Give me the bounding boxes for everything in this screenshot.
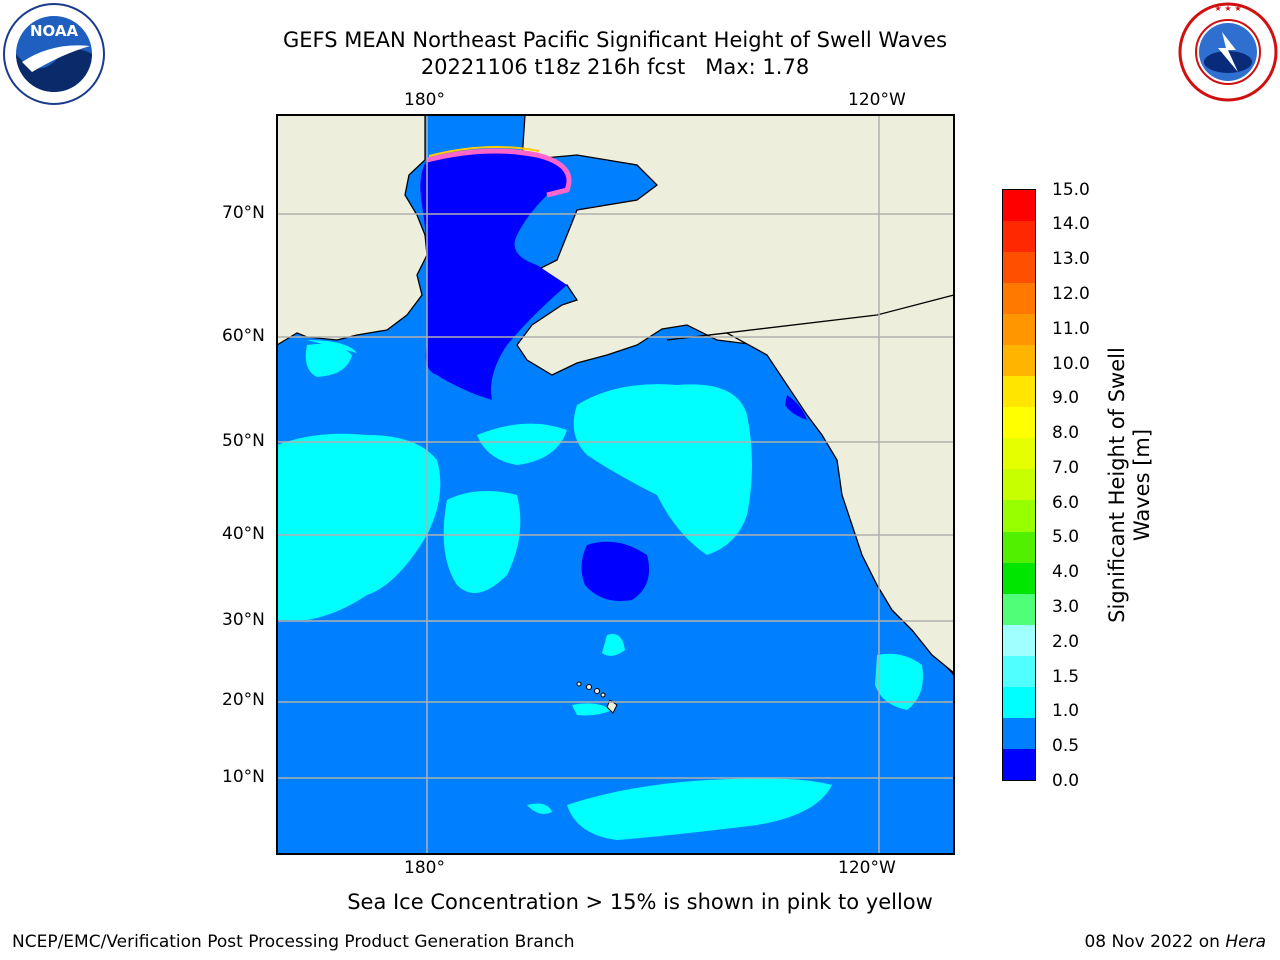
lat-label-20n: 20°N bbox=[222, 690, 265, 710]
lon-label-bottom-180: 180° bbox=[404, 858, 445, 878]
colorbar-label-line-2: Waves [m] bbox=[1130, 428, 1154, 542]
colorbar-segment bbox=[1003, 748, 1035, 780]
colorbar-tick: 13.0 bbox=[1052, 249, 1090, 269]
colorbar bbox=[1002, 189, 1036, 781]
colorbar-segment bbox=[1003, 531, 1035, 563]
colorbar-segment bbox=[1003, 314, 1035, 346]
footer-date-text: 08 Nov 2022 on bbox=[1084, 932, 1220, 952]
colorbar-segment bbox=[1003, 407, 1035, 439]
lat-label-40n: 40°N bbox=[222, 524, 265, 544]
dark-blue-patch bbox=[581, 541, 650, 601]
colorbar-tick: 3.0 bbox=[1052, 597, 1080, 617]
colorbar-segment bbox=[1003, 500, 1035, 532]
colorbar-tick: 11.0 bbox=[1052, 319, 1090, 339]
forecast-label: 20221106 t18z 216h fcst bbox=[420, 55, 686, 79]
noaa-logo: NOAA bbox=[3, 3, 105, 105]
colorbar-tick: 5.0 bbox=[1052, 527, 1080, 547]
title-line-1: GEFS MEAN Northeast Pacific Significant … bbox=[282, 28, 948, 52]
colorbar-segment bbox=[1003, 469, 1035, 501]
lon-label-top-180: 180° bbox=[404, 90, 445, 110]
colorbar-segment bbox=[1003, 376, 1035, 408]
colorbar-segment bbox=[1003, 190, 1035, 222]
colorbar-tick: 1.0 bbox=[1052, 701, 1080, 721]
title-line-2: 20221106 t18z 216h fcst Max: 1.78 bbox=[0, 55, 1230, 80]
colorbar-segment bbox=[1003, 717, 1035, 749]
colorbar-segment bbox=[1003, 655, 1035, 687]
colorbar-tick: 8.0 bbox=[1052, 423, 1080, 443]
cyan-patches bbox=[277, 340, 923, 840]
colorbar-tick: 2.0 bbox=[1052, 632, 1080, 652]
colorbar-tick: 4.0 bbox=[1052, 562, 1080, 582]
colorbar-segment bbox=[1003, 221, 1035, 253]
colorbar-segment bbox=[1003, 252, 1035, 284]
lat-label-30n: 30°N bbox=[222, 610, 265, 630]
lat-label-10n: 10°N bbox=[222, 767, 265, 787]
lat-label-60n: 60°N bbox=[222, 326, 265, 346]
colorbar-tick: 0.0 bbox=[1052, 771, 1080, 791]
colorbar-segment bbox=[1003, 624, 1035, 656]
lon-label-bottom-120w: 120°W bbox=[838, 858, 896, 878]
map-frame bbox=[276, 114, 955, 855]
land-siberia bbox=[276, 114, 428, 347]
colorbar-segment bbox=[1003, 438, 1035, 470]
colorbar-tick: 14.0 bbox=[1052, 214, 1090, 234]
colorbar-tick: 0.5 bbox=[1052, 736, 1080, 756]
noaa-logo-text: NOAA bbox=[30, 22, 79, 40]
map-gridlines bbox=[277, 115, 954, 854]
gulf-alaska-dark bbox=[785, 395, 807, 420]
max-label: Max: 1.78 bbox=[705, 55, 810, 79]
sea-ice-note: Sea Ice Concentration > 15% is shown in … bbox=[347, 890, 933, 914]
colorbar-tick: 6.0 bbox=[1052, 493, 1080, 513]
colorbar-tick: 7.0 bbox=[1052, 458, 1080, 478]
sea-ice-edge bbox=[426, 148, 572, 198]
swell-height-map bbox=[276, 114, 955, 855]
colorbar-segment bbox=[1003, 593, 1035, 625]
lat-label-70n: 70°N bbox=[222, 203, 265, 223]
colorbar-segment bbox=[1003, 562, 1035, 594]
footer-date: 08 Nov 2022 on Hera bbox=[1084, 932, 1266, 952]
svg-text:★ ★ ★: ★ ★ ★ bbox=[1214, 4, 1241, 13]
footer-credit: NCEP/EMC/Verification Post Processing Pr… bbox=[12, 932, 575, 952]
colorbar-tick: 12.0 bbox=[1052, 284, 1090, 304]
colorbar-label: Significant Height of Swell Waves [m] bbox=[1105, 325, 1155, 645]
colorbar-segment bbox=[1003, 345, 1035, 377]
hawaii-islands bbox=[576, 681, 618, 714]
colorbar-tick: 9.0 bbox=[1052, 388, 1080, 408]
colorbar-tick: 10.0 bbox=[1052, 354, 1090, 374]
colorbar-tick: 15.0 bbox=[1052, 180, 1090, 200]
footer-host: Hera bbox=[1225, 932, 1266, 952]
colorbar-label-line-1: Significant Height of Swell bbox=[1105, 347, 1129, 623]
colorbar-tick: 1.5 bbox=[1052, 667, 1080, 687]
colorbar-segment bbox=[1003, 686, 1035, 718]
colorbar-segment bbox=[1003, 283, 1035, 315]
sea-ice-edge-yellow bbox=[428, 146, 540, 157]
lat-label-50n: 50°N bbox=[222, 431, 265, 451]
lon-label-top-120w: 120°W bbox=[848, 90, 906, 110]
nws-logo: ★ ★ ★ bbox=[1178, 2, 1278, 102]
